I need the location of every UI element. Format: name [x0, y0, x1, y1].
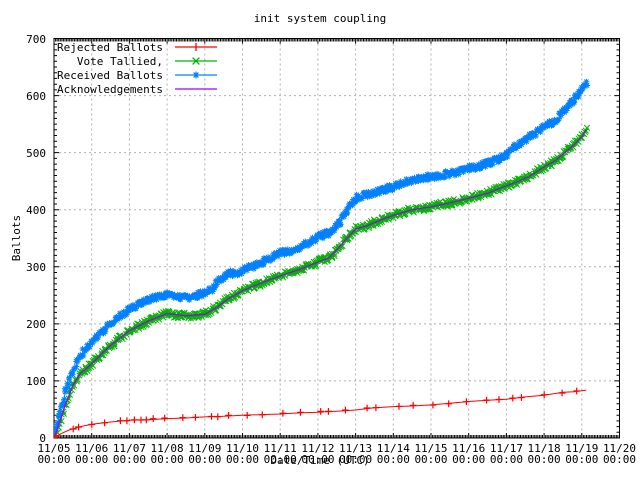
legend-plus-sample-icon [175, 43, 217, 51]
series-layer [54, 78, 591, 438]
legend-label: Rejected Ballots [57, 40, 163, 54]
x-tick-label: 11/06 00:00 [75, 442, 109, 466]
series-markers-rejected [54, 387, 581, 438]
y-axis-title: Ballots [10, 214, 23, 262]
legend-label: Vote Tallied, [76, 54, 163, 68]
x-tick-label: 11/09 00:00 [188, 442, 222, 466]
y-tick-label: 700 [26, 32, 46, 46]
legend-cross-sample-icon [175, 57, 217, 65]
y-tick-label: 100 [26, 374, 46, 388]
x-tick-label: 11/19 00:00 [565, 442, 599, 466]
chart-title: init system coupling [253, 12, 387, 25]
legend-label: Received Ballots [57, 68, 163, 82]
y-tick-label: 600 [26, 89, 46, 103]
series-line-rejected [54, 389, 587, 438]
x-tick-label: 11/11 00:00 [263, 442, 297, 466]
x-tick-label: 11/10 00:00 [225, 442, 260, 466]
x-tick-label: 11/14 00:00 [376, 442, 410, 466]
legend: Rejected Ballots Vote Tallied, Received Ba… [57, 40, 219, 96]
y-tick-label: 400 [26, 203, 46, 217]
plot-border [53, 38, 620, 439]
legend-item: Rejected Ballots [57, 40, 219, 54]
x-tick-label: 11/16 00:00 [452, 442, 486, 466]
y-tick-label: 500 [26, 146, 46, 160]
legend-item: Vote Tallied, [57, 54, 219, 68]
gridlines [54, 38, 620, 438]
legend-none-sample-icon [175, 88, 217, 90]
x-tick-label: 11/13 00:00 [339, 442, 373, 466]
x-tick-label: 11/20 00:00 [602, 442, 637, 466]
x-tick-label: 11/12 00:00 [301, 442, 335, 466]
series-line-cross [54, 127, 588, 436]
y-tick-label: 300 [26, 260, 46, 274]
axis-ticks [54, 38, 620, 438]
y-tick-label: 200 [26, 317, 46, 331]
y-tick-label: 0 [39, 432, 46, 445]
x-tick-label: 11/15 00:00 [414, 442, 448, 466]
series-markers-star [54, 78, 591, 438]
x-tick-label: 11/08 00:00 [150, 442, 184, 466]
x-tick-label: 11/18 00:00 [527, 442, 561, 466]
legend-label: Acknowledgements [57, 82, 163, 96]
legend-item: Received Ballots [57, 68, 219, 82]
legend-star-sample-icon [175, 71, 217, 79]
x-axis-title: Date/Time (UTC) [270, 454, 370, 467]
x-tick-label: 11/07 00:00 [112, 442, 146, 466]
x-tick-label: 11/05 00:00 [37, 442, 71, 466]
x-tick-label: 11/17 00:00 [489, 442, 523, 466]
legend-item: Acknowledgements [57, 82, 219, 96]
series-line-acknowledgements [54, 129, 587, 438]
series-markers-cross [54, 124, 591, 438]
